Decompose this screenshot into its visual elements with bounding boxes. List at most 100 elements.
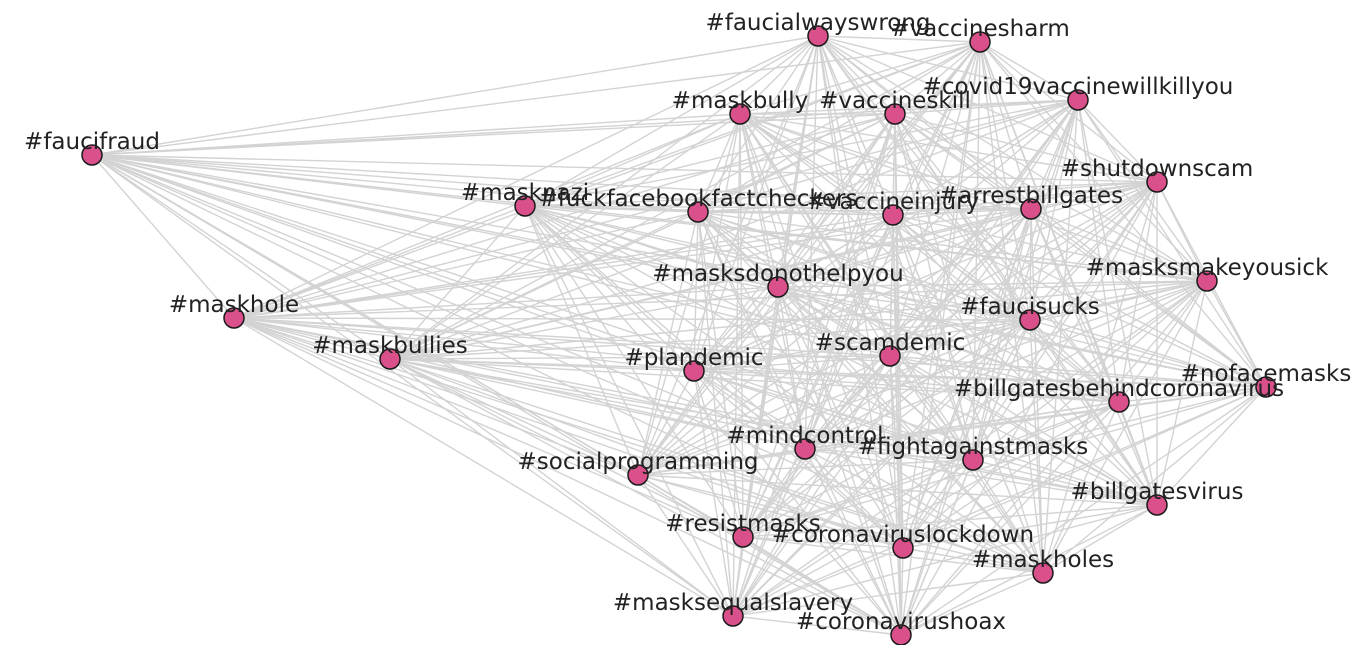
- node: [807, 25, 829, 47]
- edge: [739, 113, 1044, 574]
- edge: [389, 358, 902, 636]
- edge: [777, 286, 1031, 321]
- node-label: #maskhole: [169, 292, 299, 318]
- node: [962, 449, 984, 471]
- node: [1020, 198, 1042, 220]
- edge: [697, 113, 741, 213]
- edge: [739, 113, 1158, 183]
- edge: [777, 280, 1208, 288]
- node-label: #coronaviruslockdown: [772, 522, 1034, 548]
- edge: [389, 358, 639, 476]
- edge: [902, 547, 1044, 574]
- edge: [91, 113, 896, 156]
- edge: [892, 214, 1158, 506]
- node: [627, 464, 649, 486]
- node-label: #nofacemasks: [1181, 361, 1352, 387]
- edge: [732, 615, 902, 636]
- edge: [91, 154, 699, 213]
- edge: [637, 214, 894, 476]
- edge: [817, 35, 1032, 210]
- edge: [693, 370, 744, 538]
- edge: [389, 358, 744, 538]
- node: [884, 103, 906, 125]
- edge: [732, 572, 1044, 617]
- edge: [693, 370, 1267, 388]
- edge: [91, 154, 1158, 506]
- edge: [804, 355, 891, 450]
- edge: [233, 317, 974, 461]
- node: [1032, 562, 1054, 584]
- edge: [1029, 319, 1267, 388]
- edge: [894, 41, 981, 115]
- edge: [804, 181, 1158, 450]
- edge: [900, 547, 904, 636]
- edge: [972, 208, 1032, 461]
- edge: [389, 355, 891, 360]
- node-label: #scamdemic: [815, 330, 966, 356]
- edge: [732, 35, 819, 617]
- edge: [979, 41, 1208, 282]
- edge: [233, 317, 744, 538]
- node-label: #masksmakeyousick: [1086, 255, 1329, 281]
- edge: [389, 286, 779, 360]
- node: [514, 195, 536, 217]
- edge: [233, 317, 902, 636]
- edge: [233, 317, 639, 476]
- edge: [902, 401, 1120, 549]
- node-label: #faucisucks: [960, 294, 1100, 320]
- node: [1146, 494, 1168, 516]
- edge: [979, 41, 1079, 101]
- edge: [389, 358, 904, 549]
- edge: [739, 113, 1267, 388]
- edge: [524, 35, 819, 207]
- edge: [524, 113, 896, 207]
- edge: [742, 319, 1031, 538]
- edge: [892, 214, 1208, 282]
- edge: [233, 211, 699, 319]
- edge: [1029, 319, 1044, 574]
- edge: [902, 280, 1208, 549]
- edge: [742, 280, 1208, 538]
- edge: [742, 504, 1158, 538]
- node: [81, 144, 103, 166]
- edge: [1206, 280, 1267, 388]
- edge: [697, 211, 744, 538]
- edge: [777, 286, 1120, 403]
- node-label: #socialprogramming: [518, 449, 759, 475]
- edge: [900, 572, 1044, 636]
- edge: [739, 113, 1208, 282]
- edge: [1030, 208, 1158, 506]
- node-label: #shutdownscam: [1061, 156, 1254, 182]
- edge: [732, 208, 1032, 617]
- edge: [91, 113, 741, 156]
- edge: [732, 401, 1120, 617]
- node-label: #resistmasks: [665, 511, 821, 537]
- node: [732, 526, 754, 548]
- labels: #faucialwayswrong#vaccinesharm #covid19va…: [24, 10, 1351, 635]
- edge: [693, 370, 806, 450]
- edge: [693, 370, 1044, 574]
- node: [879, 345, 901, 367]
- edge: [233, 317, 1031, 321]
- edge: [697, 211, 1031, 321]
- node: [722, 605, 744, 627]
- edge: [637, 474, 904, 549]
- edge: [972, 459, 1158, 506]
- node-label: #covid19vaccinewillkillyou: [923, 74, 1234, 100]
- edge: [1030, 208, 1044, 574]
- edge: [233, 317, 1044, 574]
- edge: [732, 99, 1079, 617]
- edge: [1077, 99, 1267, 388]
- edge: [804, 113, 896, 450]
- node: [223, 307, 245, 329]
- node-label: #arrestbillgates: [939, 183, 1123, 209]
- edge: [1042, 181, 1158, 574]
- edge: [972, 386, 1267, 461]
- edge: [1029, 181, 1158, 321]
- edge: [637, 370, 695, 476]
- edge: [817, 35, 1031, 321]
- node-label: #coronavirushoax: [796, 609, 1006, 635]
- edge: [1030, 208, 1267, 388]
- edge: [777, 208, 1032, 288]
- node-label: #faucifraud: [24, 129, 160, 155]
